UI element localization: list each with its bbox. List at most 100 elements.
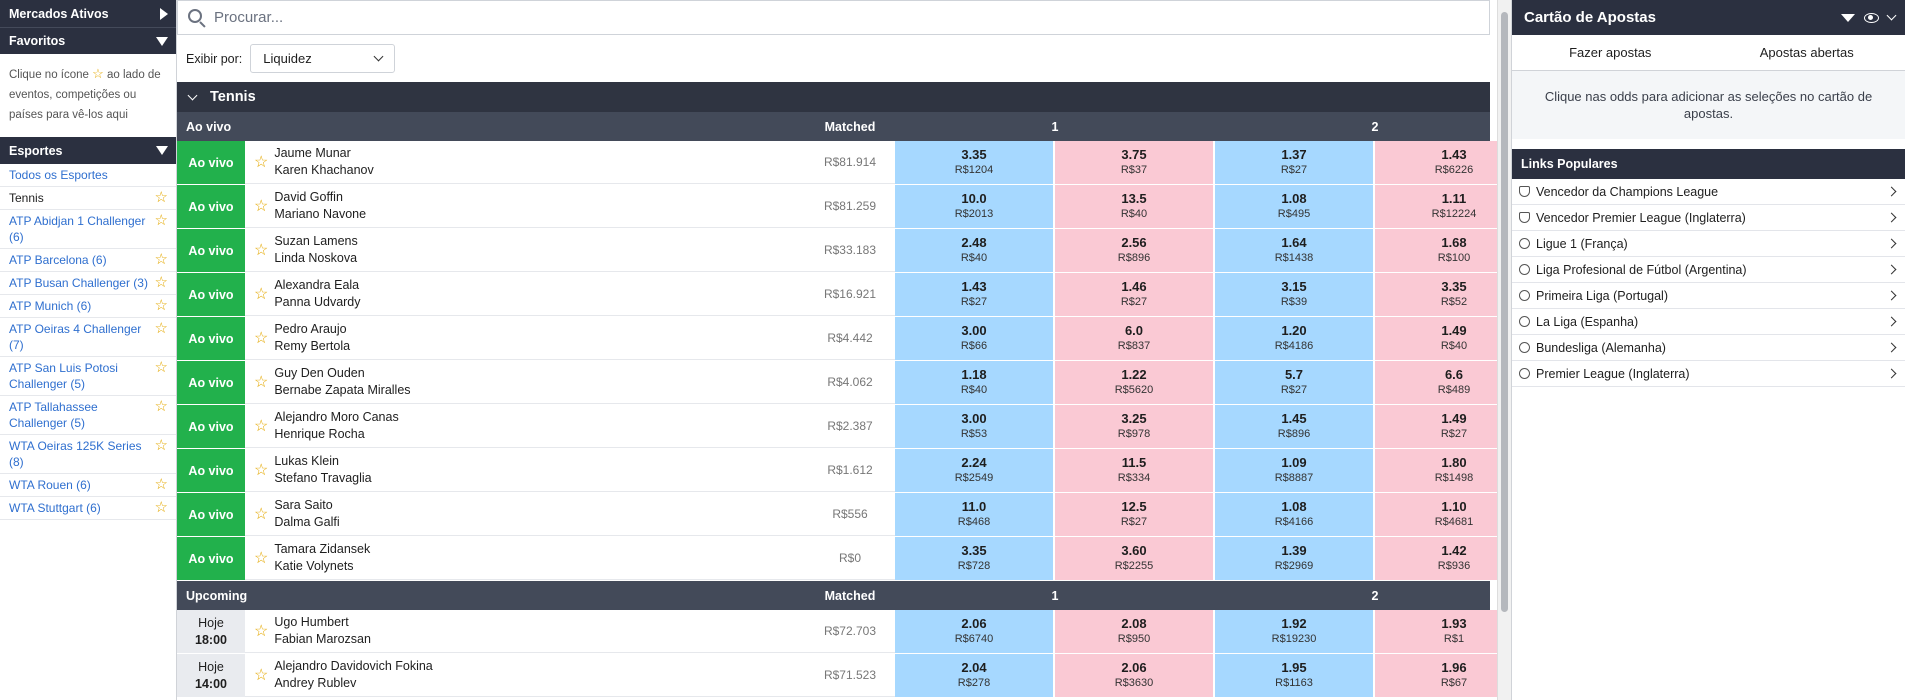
scrollbar[interactable] — [1497, 0, 1511, 700]
lay-odds-button[interactable]: 1.80 R$1498 — [1375, 449, 1511, 492]
star-icon[interactable]: ☆ — [154, 437, 168, 454]
back-odds-button[interactable]: 1.64 R$1438 — [1215, 229, 1375, 272]
star-icon[interactable]: ☆ — [154, 189, 168, 206]
lay-odds-button[interactable]: 13.5 R$40 — [1055, 185, 1215, 228]
tab-place-bets[interactable]: Fazer apostas — [1569, 45, 1652, 60]
star-icon[interactable]: ☆ — [254, 506, 269, 523]
star-icon[interactable]: ☆ — [154, 398, 168, 415]
event-teams[interactable]: ☆ Ugo Humbert Fabian Marozsan — [245, 610, 805, 653]
event-teams[interactable]: ☆ David Goffin Mariano Navone — [245, 185, 805, 228]
sidebar-item[interactable]: WTA Oeiras 125K Series (8) ☆ — [0, 435, 176, 474]
sidebar-item[interactable]: ATP Abidjan 1 Challenger (6) ☆ — [0, 210, 176, 249]
sidebar-item[interactable]: ATP Barcelona (6) ☆ — [0, 249, 176, 272]
sidebar-item[interactable]: ATP San Luis Potosi Challenger (5) ☆ — [0, 357, 176, 396]
lay-odds-button[interactable]: 1.46 R$27 — [1055, 273, 1215, 316]
scrollbar-thumb[interactable] — [1501, 12, 1508, 612]
star-icon[interactable]: ☆ — [254, 374, 269, 391]
star-icon[interactable]: ☆ — [254, 418, 269, 435]
popular-link[interactable]: Vencedor Premier League (Inglaterra) — [1512, 205, 1905, 231]
lay-odds-button[interactable]: 1.49 R$40 — [1375, 317, 1511, 360]
back-odds-button[interactable]: 5.7 R$27 — [1215, 361, 1375, 404]
star-icon[interactable]: ☆ — [254, 154, 269, 171]
star-icon[interactable]: ☆ — [254, 623, 269, 640]
sidebar-item[interactable]: ATP Munich (6) ☆ — [0, 295, 176, 318]
star-icon[interactable]: ☆ — [254, 286, 269, 303]
event-teams[interactable]: ☆ Alejandro Moro Canas Henrique Rocha — [245, 405, 805, 448]
sidebar-item[interactable]: WTA Stuttgart (6) ☆ — [0, 497, 176, 520]
event-teams[interactable]: ☆ Pedro Araujo Remy Bertola — [245, 317, 805, 360]
filter-icon[interactable] — [1841, 13, 1855, 22]
active-markets-header[interactable]: Mercados Ativos — [0, 0, 176, 27]
popular-link[interactable]: La Liga (Espanha) — [1512, 309, 1905, 335]
sidebar-item[interactable]: ATP Oeiras 4 Challenger (7) ☆ — [0, 318, 176, 357]
star-icon[interactable]: ☆ — [154, 499, 168, 516]
sidebar-item[interactable]: Todos os Esportes — [0, 164, 176, 187]
back-odds-button[interactable]: 1.20 R$4186 — [1215, 317, 1375, 360]
event-teams[interactable]: ☆ Alexandra Eala Panna Udvardy — [245, 273, 805, 316]
lay-odds-button[interactable]: 1.22 R$5620 — [1055, 361, 1215, 404]
back-odds-button[interactable]: 11.0 R$468 — [895, 493, 1055, 536]
lay-odds-button[interactable]: 1.43 R$6226 — [1375, 141, 1511, 184]
back-odds-button[interactable]: 1.92 R$19230 — [1215, 610, 1375, 653]
event-teams[interactable]: ☆ Alejandro Davidovich Fokina Andrey Ruble… — [245, 654, 805, 697]
chevron-down-icon[interactable] — [1886, 10, 1897, 21]
event-teams[interactable]: ☆ Suzan Lamens Linda Noskova — [245, 229, 805, 272]
sports-header[interactable]: Esportes — [0, 137, 176, 164]
search-input[interactable] — [214, 9, 1114, 26]
back-odds-button[interactable]: 2.04 R$278 — [895, 654, 1055, 697]
sidebar-item[interactable]: ATP Tallahassee Challenger (5) ☆ — [0, 396, 176, 435]
lay-odds-button[interactable]: 1.42 R$936 — [1375, 537, 1511, 580]
back-odds-button[interactable]: 1.95 R$1163 — [1215, 654, 1375, 697]
lay-odds-button[interactable]: 6.6 R$489 — [1375, 361, 1511, 404]
back-odds-button[interactable]: 1.08 R$495 — [1215, 185, 1375, 228]
back-odds-button[interactable]: 2.06 R$6740 — [895, 610, 1055, 653]
star-icon[interactable]: ☆ — [154, 320, 168, 337]
popular-link[interactable]: Ligue 1 (França) — [1512, 231, 1905, 257]
lay-odds-button[interactable]: 1.11 R$12224 — [1375, 185, 1511, 228]
eye-icon[interactable] — [1864, 12, 1879, 23]
popular-link[interactable]: Primeira Liga (Portugal) — [1512, 283, 1905, 309]
star-icon[interactable]: ☆ — [254, 550, 269, 567]
back-odds-button[interactable]: 10.0 R$2013 — [895, 185, 1055, 228]
lay-odds-button[interactable]: 6.0 R$837 — [1055, 317, 1215, 360]
star-icon[interactable]: ☆ — [254, 198, 269, 215]
event-teams[interactable]: ☆ Guy Den Ouden Bernabe Zapata Miralles — [245, 361, 805, 404]
lay-odds-button[interactable]: 12.5 R$27 — [1055, 493, 1215, 536]
star-icon[interactable]: ☆ — [154, 476, 168, 493]
popular-link[interactable]: Premier League (Inglaterra) — [1512, 361, 1905, 387]
lay-odds-button[interactable]: 2.08 R$950 — [1055, 610, 1215, 653]
back-odds-button[interactable]: 2.24 R$2549 — [895, 449, 1055, 492]
back-odds-button[interactable]: 1.43 R$27 — [895, 273, 1055, 316]
lay-odds-button[interactable]: 1.10 R$4681 — [1375, 493, 1511, 536]
popular-link[interactable]: Liga Profesional de Fútbol (Argentina) — [1512, 257, 1905, 283]
back-odds-button[interactable]: 3.15 R$39 — [1215, 273, 1375, 316]
lay-odds-button[interactable]: 3.75 R$37 — [1055, 141, 1215, 184]
lay-odds-button[interactable]: 1.68 R$100 — [1375, 229, 1511, 272]
back-odds-button[interactable]: 1.45 R$896 — [1215, 405, 1375, 448]
sidebar-item[interactable]: ATP Busan Challenger (3) ☆ — [0, 272, 176, 295]
sidebar-item[interactable]: WTA Rouen (6) ☆ — [0, 474, 176, 497]
event-teams[interactable]: ☆ Jaume Munar Karen Khachanov — [245, 141, 805, 184]
lay-odds-button[interactable]: 3.60 R$2255 — [1055, 537, 1215, 580]
back-odds-button[interactable]: 3.00 R$53 — [895, 405, 1055, 448]
sport-section-header[interactable]: Tennis — [177, 82, 1490, 112]
back-odds-button[interactable]: 1.18 R$40 — [895, 361, 1055, 404]
tab-open-bets[interactable]: Apostas abertas — [1759, 45, 1854, 60]
star-icon[interactable]: ☆ — [154, 274, 168, 291]
star-icon[interactable]: ☆ — [154, 297, 168, 314]
back-odds-button[interactable]: 3.35 R$1204 — [895, 141, 1055, 184]
lay-odds-button[interactable]: 3.35 R$52 — [1375, 273, 1511, 316]
star-icon[interactable]: ☆ — [254, 462, 269, 479]
lay-odds-button[interactable]: 2.56 R$896 — [1055, 229, 1215, 272]
lay-odds-button[interactable]: 1.96 R$67 — [1375, 654, 1511, 697]
back-odds-button[interactable]: 2.48 R$40 — [895, 229, 1055, 272]
star-icon[interactable]: ☆ — [254, 330, 269, 347]
event-teams[interactable]: ☆ Lukas Klein Stefano Travaglia — [245, 449, 805, 492]
event-teams[interactable]: ☆ Sara Saito Dalma Galfi — [245, 493, 805, 536]
lay-odds-button[interactable]: 11.5 R$334 — [1055, 449, 1215, 492]
view-by-select[interactable]: Liquidez — [250, 44, 396, 73]
lay-odds-button[interactable]: 3.25 R$978 — [1055, 405, 1215, 448]
lay-odds-button[interactable]: 1.49 R$27 — [1375, 405, 1511, 448]
sidebar-item[interactable]: Tennis ☆ — [0, 187, 176, 210]
event-teams[interactable]: ☆ Tamara Zidansek Katie Volynets — [245, 537, 805, 580]
